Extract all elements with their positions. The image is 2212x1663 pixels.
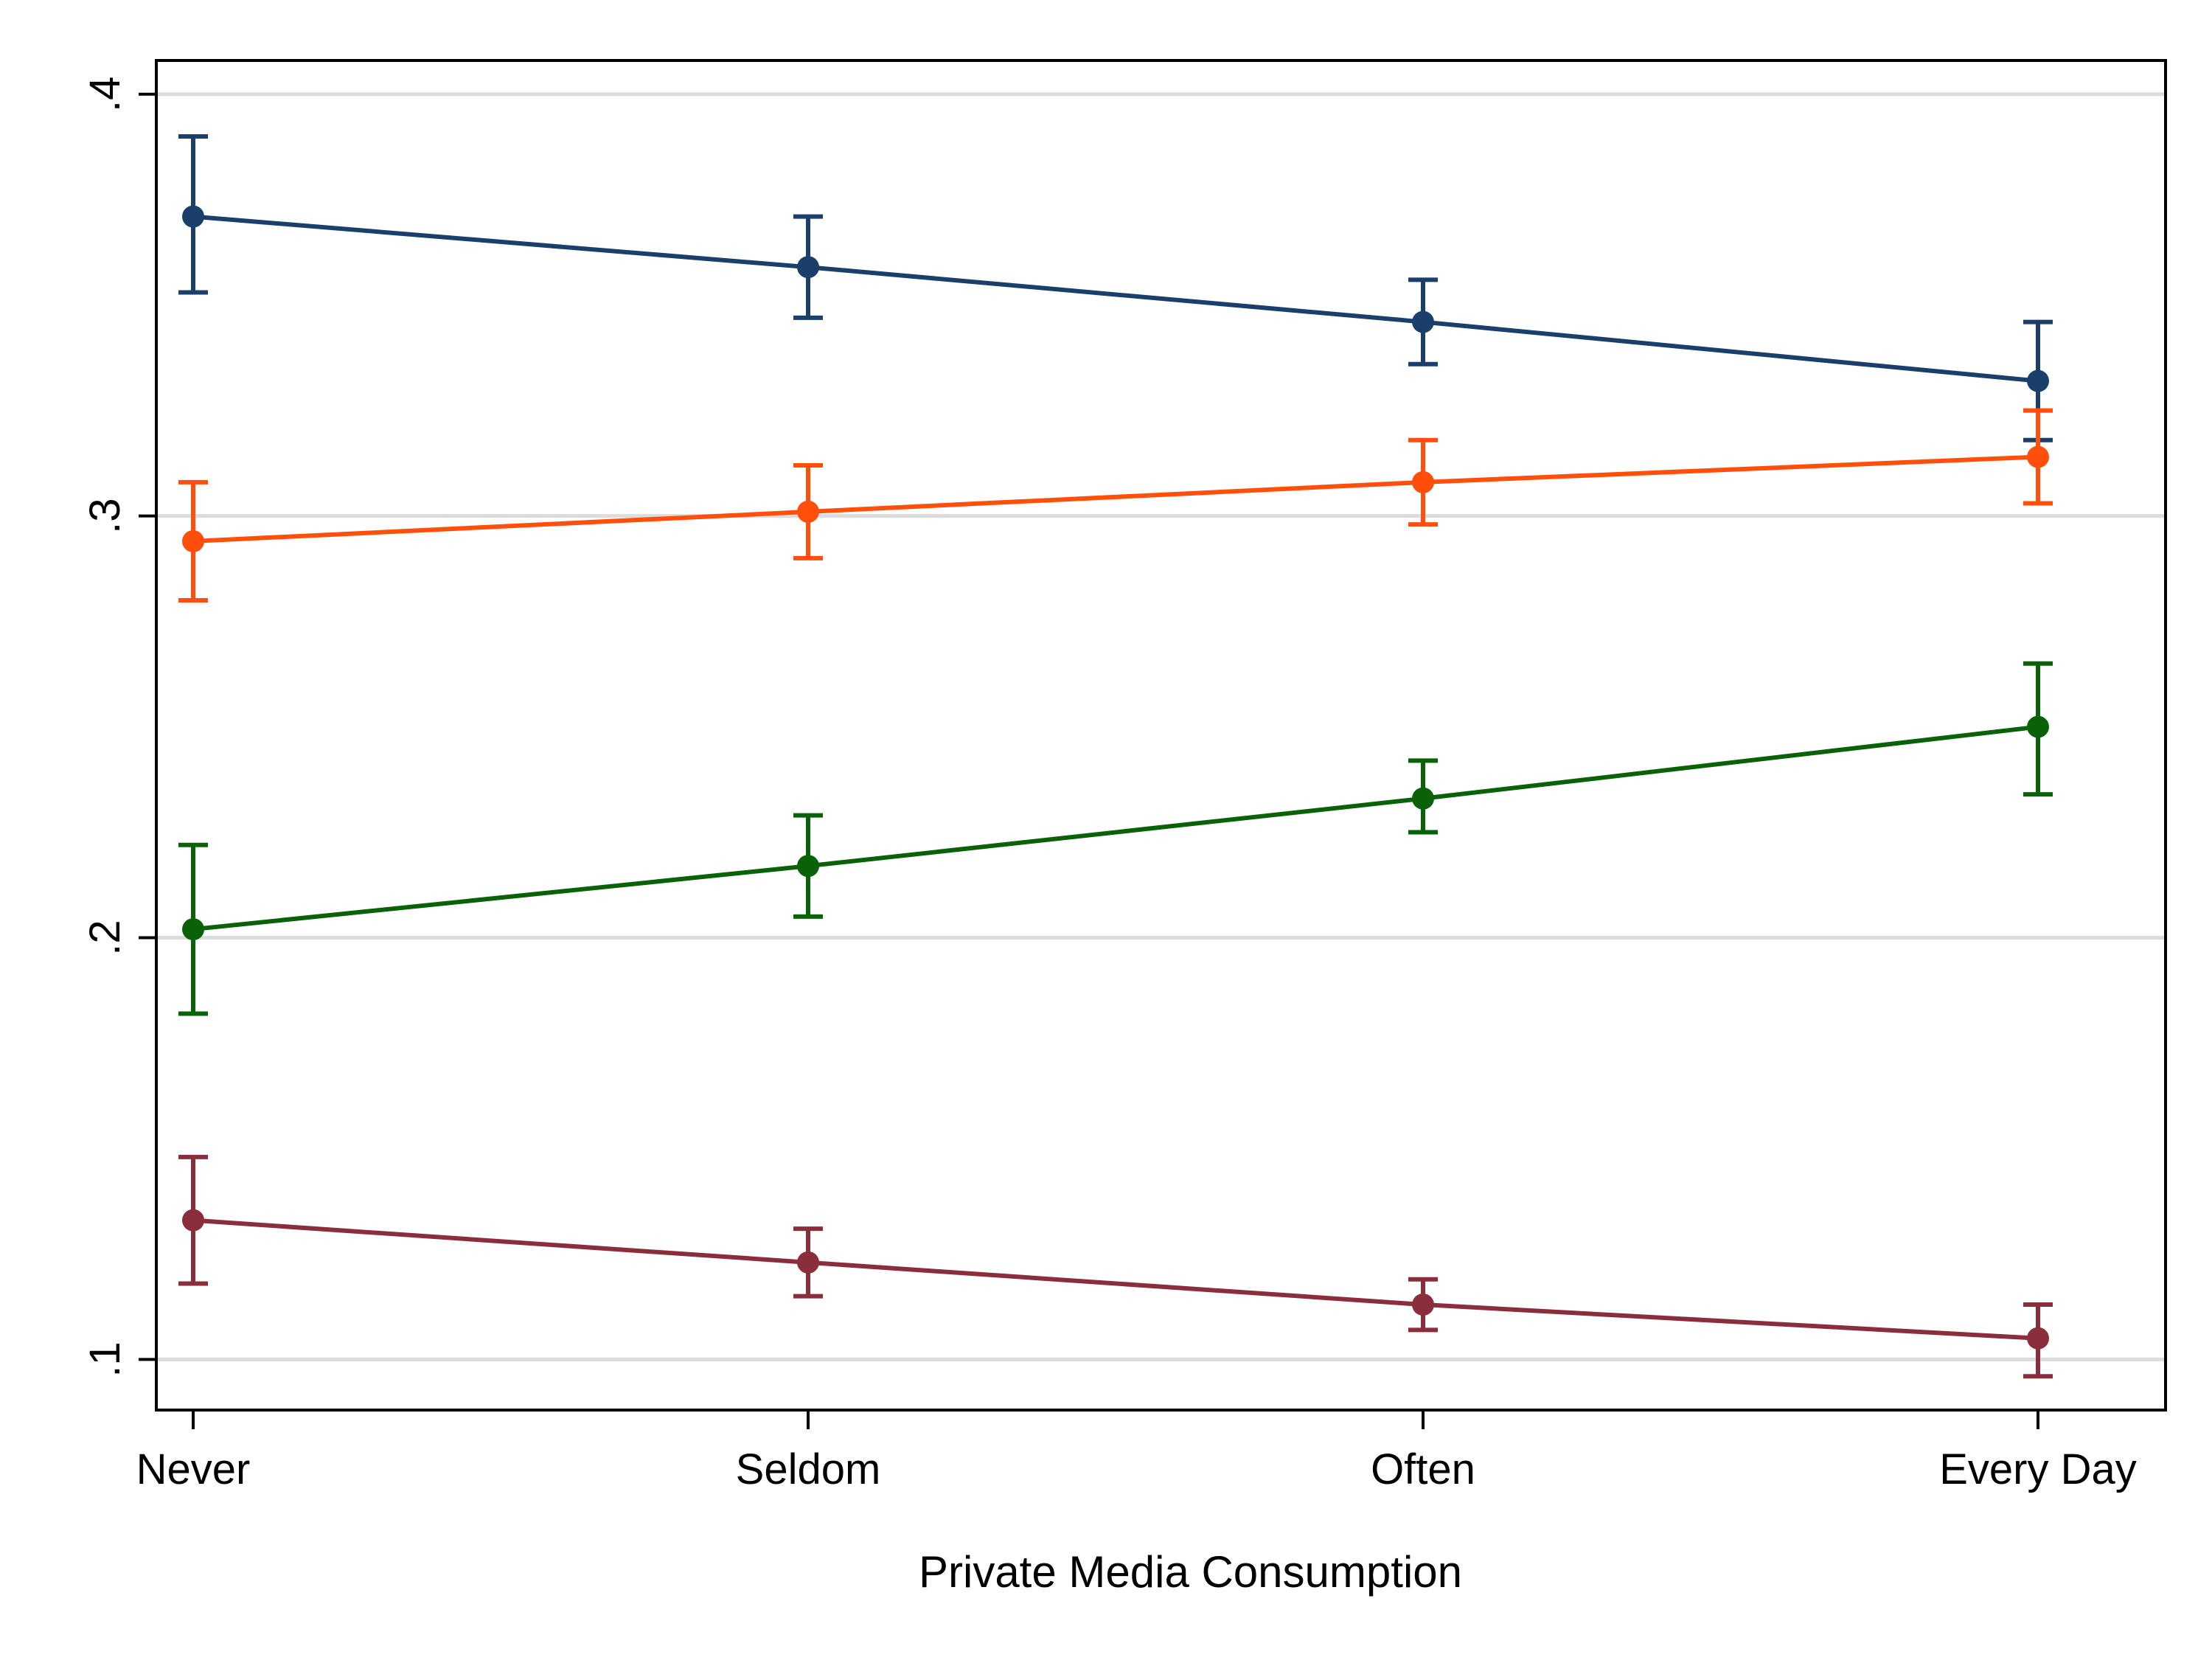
series-4	[178, 1154, 2053, 1379]
data-point	[2027, 1327, 2049, 1350]
y-tick-label: .4	[81, 77, 129, 112]
series-2	[178, 408, 2053, 603]
data-point	[2027, 715, 2049, 738]
gridlines	[156, 92, 2166, 1361]
data-point	[1412, 1294, 1434, 1316]
data-point	[182, 918, 204, 941]
data-point	[1412, 471, 1434, 493]
data-point	[182, 205, 204, 228]
data-point	[797, 500, 819, 523]
data-point	[2027, 445, 2049, 468]
series-group	[178, 133, 2053, 1379]
x-tick-label: Seldom	[736, 1445, 881, 1493]
data-point	[2027, 369, 2049, 392]
y-tick-label: .2	[81, 920, 129, 955]
series-line	[192, 1218, 2039, 1341]
series-3	[178, 661, 2053, 1016]
data-point	[182, 1209, 204, 1232]
series-line	[192, 724, 2039, 932]
axes: .1 .2 .3 .4 Never Seldom Often Every Day	[81, 77, 2137, 1493]
y-tick-label: .3	[81, 498, 129, 533]
x-tick-label: Every Day	[1939, 1445, 2137, 1493]
series-line	[192, 214, 2039, 383]
x-tick-label: Often	[1371, 1445, 1475, 1493]
x-tick-label: Never	[136, 1445, 251, 1493]
x-axis-title: Private Media Consumption	[919, 1547, 1462, 1597]
data-point	[797, 1251, 819, 1274]
data-point	[797, 256, 819, 279]
data-point	[1412, 310, 1434, 333]
data-point	[182, 530, 204, 552]
series-1	[178, 133, 2053, 442]
data-point	[1412, 787, 1434, 810]
data-point	[797, 855, 819, 878]
plot-frame	[155, 59, 2167, 1412]
y-tick-label: .1	[81, 1341, 129, 1377]
series-line	[192, 454, 2039, 544]
